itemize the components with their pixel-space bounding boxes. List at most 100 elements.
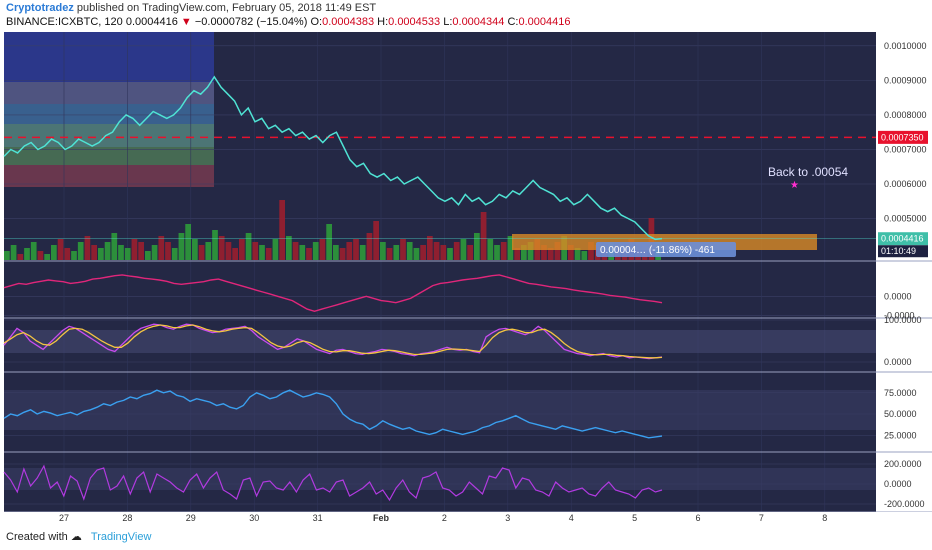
countdown-label: 01:10:49 (881, 246, 916, 256)
change-value: −0.0000782 (−15.04%) (194, 16, 308, 28)
volume-bar (326, 224, 332, 260)
volume-bar (480, 212, 487, 260)
indicator-3-band (4, 390, 876, 430)
volume-bar (118, 245, 124, 260)
volume-bar (57, 239, 64, 260)
volume-bar (279, 200, 285, 260)
volume-bar (91, 245, 97, 260)
volume-bar (333, 245, 339, 260)
volume-bar (474, 233, 480, 260)
volume-bar (225, 242, 232, 260)
volume-bar (447, 248, 453, 260)
tradingview-link[interactable]: TradingView (90, 531, 152, 543)
close-value: 0.0004416 (518, 16, 571, 28)
indicator-1-axis-label: 0.0000 (884, 291, 912, 301)
annotation-text[interactable]: Back to .00054 (768, 165, 848, 179)
price-axis-label: 0.0008000 (884, 110, 927, 120)
volume-bar (494, 245, 500, 260)
stoch-axis-label: 100.0000 (884, 315, 922, 325)
symbol-name: BINANCE:ICXBTC, 120 (6, 16, 123, 28)
volume-bar (353, 239, 359, 260)
volume-bar (272, 239, 279, 260)
volume-bar (453, 242, 460, 260)
stoch-d-series[interactable] (3, 324, 663, 359)
volume-bar (312, 242, 319, 260)
down-arrow-icon: ▼ (180, 16, 192, 28)
measure-label[interactable]: 0.00004… (-11.86%) -461 (596, 242, 736, 257)
price-axis-label: 0.0010000 (884, 41, 927, 51)
volume-bar (158, 236, 165, 260)
star-icon: ★ (790, 180, 799, 191)
volume-bar (37, 251, 44, 260)
volume-bar (547, 248, 554, 260)
volume-bar (24, 248, 30, 260)
price-axis-label: 0.0006000 (884, 179, 927, 189)
volume-bar (151, 245, 158, 260)
y-axis-labels: 0.0010000 0.0009000 0.0008000 0.0007000 0.00… (884, 41, 927, 509)
indicator-4-series[interactable] (3, 464, 663, 502)
volume-bar (265, 248, 272, 260)
indicator-1-series[interactable] (3, 274, 663, 313)
x-axis-label: 30 (249, 513, 259, 523)
price-axis (876, 32, 932, 524)
volume-bar (64, 248, 71, 260)
x-axis-label: 5 (632, 513, 637, 523)
volume-bar (145, 251, 151, 260)
x-axis-strip (0, 512, 932, 524)
created-with-text: Created with (6, 531, 68, 543)
volume-bar (4, 251, 10, 260)
volume-bar (366, 233, 373, 260)
volume-bar (427, 236, 433, 260)
low-label: L: (443, 16, 453, 28)
price-chart[interactable]: 0.00004… (-11.86%) -461 Back to .00054 ★… (0, 32, 932, 524)
measure-text: 0.00004… (-11.86%) -461 (600, 245, 715, 256)
volume-bar (124, 248, 131, 260)
volume-bar (413, 248, 420, 260)
last-price-tag: 0.0004416 01:10:49 (878, 232, 928, 258)
close-label: C: (507, 16, 519, 28)
volume-bar (346, 242, 353, 260)
last-price-label: 0.0004416 (881, 234, 924, 244)
author-name[interactable]: Cryptotradez (6, 2, 74, 14)
volume-bar (299, 245, 306, 260)
x-axis-label: Feb (373, 513, 390, 523)
volume-bar (521, 245, 527, 260)
volume-bar (286, 236, 292, 260)
volume-bar (212, 230, 218, 260)
volume-bar (218, 236, 225, 260)
tradingview-logo-icon: ☁ (70, 531, 82, 543)
volume-bar (30, 242, 37, 260)
x-axis-label: 2 (442, 513, 447, 523)
volume-bar (500, 242, 507, 260)
resistance-price-label: 0.0007350 (881, 132, 924, 142)
volume-bar (588, 242, 594, 260)
symbol-info: BINANCE:ICXBTC, 120 0.0004416 ▼ −0.00007… (6, 16, 570, 28)
volume-bar (359, 245, 366, 260)
volume-bar (433, 242, 440, 260)
volume-bar (245, 233, 252, 260)
volume-bar (77, 242, 84, 260)
volume-bar (400, 239, 406, 260)
price-series[interactable] (3, 75, 663, 241)
indicator-3-series[interactable] (3, 389, 663, 439)
volume-bar (386, 248, 393, 260)
volume-bar (581, 251, 588, 260)
open-label: O: (310, 16, 323, 28)
high-value: 0.0004533 (388, 16, 441, 28)
low-value: 0.0004344 (452, 16, 505, 28)
fibonacci-box[interactable] (4, 32, 214, 187)
x-axis-label: 28 (122, 513, 132, 523)
volume-bar (131, 239, 138, 260)
volume-bar (71, 251, 77, 260)
volume-bar (306, 248, 312, 260)
volume-bar (10, 245, 17, 260)
volume-bar (192, 239, 198, 260)
volume-bar (138, 242, 144, 260)
price-axis-label: 0.0009000 (884, 75, 927, 85)
volume-bar (17, 254, 24, 260)
resistance-price-tag: 0.0007350 (878, 130, 928, 144)
volume-bar (252, 242, 259, 260)
volume-bar (171, 248, 178, 260)
volume-bar (185, 224, 191, 260)
volume-bar (319, 239, 326, 260)
